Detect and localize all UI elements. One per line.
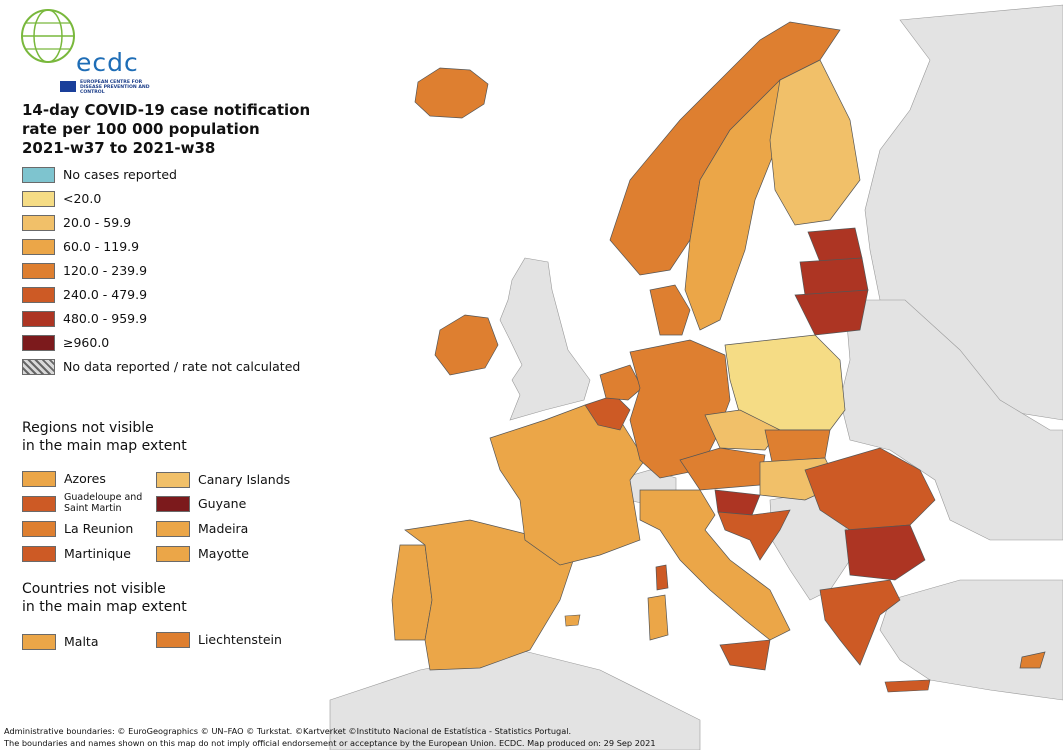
map-netherlands xyxy=(599,364,643,401)
map-finland xyxy=(769,59,861,226)
title-line-2: rate per 100 000 population xyxy=(22,120,260,138)
region-label: Canary Islands xyxy=(198,472,291,487)
legend-swatch xyxy=(22,191,55,207)
footer: Administrative boundaries: © EuroGeograp… xyxy=(4,725,656,749)
region-swatch xyxy=(156,521,190,537)
region-label: Guyane xyxy=(198,496,247,511)
legend-swatch xyxy=(22,239,55,255)
title-line-3: 2021-w37 to 2021-w38 xyxy=(22,139,216,157)
region-label: Mayotte xyxy=(198,546,249,561)
region-swatch xyxy=(22,496,56,512)
region-swatch xyxy=(22,471,56,487)
region-label: Azores xyxy=(64,471,106,486)
map-turkey xyxy=(879,579,1063,701)
legend-label: 480.0 - 959.9 xyxy=(63,311,148,326)
map-great-britain xyxy=(499,257,591,421)
region-swatch xyxy=(156,496,190,512)
legend-label: 240.0 - 479.9 xyxy=(63,287,148,302)
map-slovakia xyxy=(764,429,831,463)
map-crete xyxy=(884,679,931,693)
countries-heading-line-1: Countries not visible xyxy=(22,581,166,597)
ecdc-globe-icon xyxy=(21,9,75,63)
non-eu-land xyxy=(329,4,1063,750)
legend-swatch xyxy=(22,263,55,279)
countries-heading-line-2: in the main map extent xyxy=(22,599,187,615)
region-swatch xyxy=(22,521,56,537)
legend-label: 20.0 - 59.9 xyxy=(63,215,132,230)
regions-heading: Regions not visible in the main map exte… xyxy=(22,419,187,455)
map-lithuania xyxy=(794,289,869,336)
country-swatch xyxy=(22,634,56,650)
map-estonia xyxy=(807,227,863,263)
region-swatch xyxy=(156,472,190,488)
map-spain xyxy=(404,519,576,671)
legend-swatch xyxy=(22,287,55,303)
map-balearic xyxy=(564,614,581,627)
region-label: Madeira xyxy=(198,521,249,536)
map-sardinia xyxy=(647,594,669,641)
footer-line-1: Administrative boundaries: © EuroGeograp… xyxy=(4,726,572,736)
legend-label: 120.0 - 239.9 xyxy=(63,263,148,278)
logo-wordmark: ecdc xyxy=(76,48,139,77)
region-swatch xyxy=(22,546,56,562)
regions-heading-line-1: Regions not visible xyxy=(22,420,154,436)
map-denmark xyxy=(649,284,691,336)
legend-label: ≥960.0 xyxy=(63,335,110,350)
country-label: Liechtenstein xyxy=(198,632,282,647)
map-croatia xyxy=(717,509,791,561)
map-bulgaria xyxy=(844,524,926,581)
map-ireland xyxy=(434,314,499,376)
legend-label: No data reported / rate not calculated xyxy=(63,359,301,374)
logo-subtitle: EUROPEAN CENTRE FOR DISEASE PREVENTION A… xyxy=(80,80,150,96)
map-italy xyxy=(639,489,791,641)
map-latvia xyxy=(799,257,869,296)
legend-swatch-hatched xyxy=(22,359,55,375)
ecdc-logo: ecdc EUROPEAN CENTRE FOR DISEASE PREVENT… xyxy=(18,6,150,96)
country-label: Malta xyxy=(64,634,99,649)
region-label: Martinique xyxy=(64,546,131,561)
map-islands xyxy=(564,614,931,693)
map-slovenia xyxy=(714,489,761,516)
legend-swatch xyxy=(22,215,55,231)
legend-swatch xyxy=(22,311,55,327)
legend-swatch xyxy=(22,167,55,183)
region-swatch xyxy=(156,546,190,562)
eu-regions xyxy=(391,21,1046,671)
footer-line-2: The boundaries and names shown on this m… xyxy=(4,738,656,748)
map-corsica xyxy=(655,564,669,591)
map-greece xyxy=(819,579,901,666)
map-portugal xyxy=(391,544,433,641)
region-label: Guadeloupe and Saint Martin xyxy=(64,492,143,514)
regions-heading-line-2: in the main map extent xyxy=(22,438,187,454)
map-belarus-ukraine xyxy=(839,299,1063,541)
map-iceland xyxy=(414,67,489,119)
countries-heading: Countries not visible in the main map ex… xyxy=(22,580,187,616)
country-swatch xyxy=(156,632,190,648)
legend-label: No cases reported xyxy=(63,167,177,182)
region-label: La Reunion xyxy=(64,521,134,536)
legend-swatch xyxy=(22,335,55,351)
eu-flag-icon xyxy=(60,81,76,92)
map-cyprus xyxy=(1019,651,1046,669)
map-title: 14-day COVID-19 case notification rate p… xyxy=(22,101,322,158)
map-romania xyxy=(804,447,936,531)
title-line-1: 14-day COVID-19 case notification xyxy=(22,101,311,119)
map-sicily xyxy=(719,639,771,671)
legend-label: 60.0 - 119.9 xyxy=(63,239,140,254)
legend-label: <20.0 xyxy=(63,191,102,206)
